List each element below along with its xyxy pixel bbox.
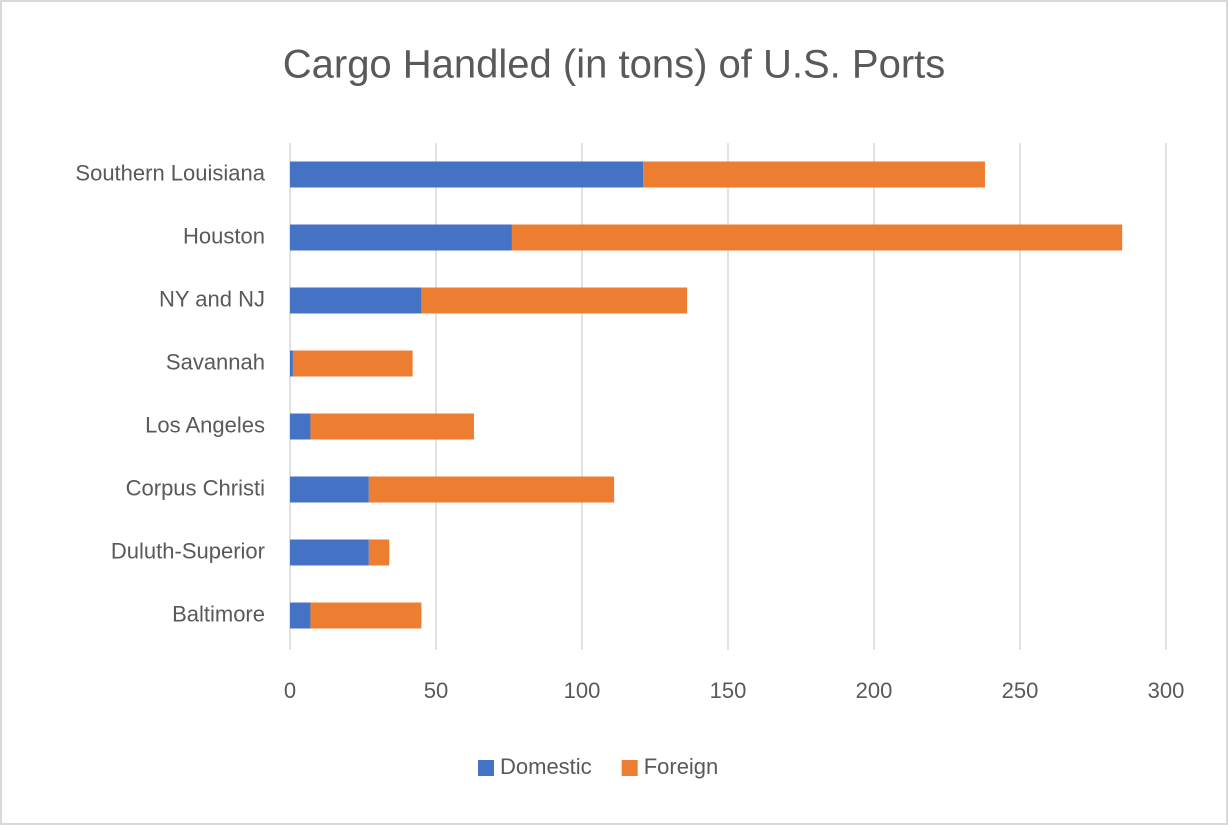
bar: [290, 350, 293, 377]
y-tick-label: Los Angeles: [145, 412, 265, 437]
chart-title: Cargo Handled (in tons) of U.S. Ports: [283, 43, 946, 87]
legend-swatch: [621, 760, 638, 776]
bar: [290, 287, 422, 314]
bar: [421, 287, 688, 314]
x-tick-label: 100: [564, 678, 601, 703]
x-tick-label: 0: [284, 678, 296, 703]
bar: [290, 161, 644, 188]
bar: [292, 350, 413, 377]
bar: [643, 161, 985, 188]
bar: [368, 476, 615, 503]
bar: [310, 413, 474, 440]
y-tick-label: Savannah: [166, 349, 265, 374]
bar: [368, 539, 390, 566]
x-tick-label: 300: [1148, 678, 1185, 703]
y-tick-label: Corpus Christi: [126, 475, 265, 500]
y-tick-label: Southern Louisiana: [75, 160, 265, 185]
y-tick-label: NY and NJ: [159, 286, 265, 311]
y-tick-label: Baltimore: [172, 601, 265, 626]
y-tick-label: Houston: [183, 223, 265, 248]
x-tick-label: 50: [424, 678, 448, 703]
bar: [290, 413, 311, 440]
y-tick-label: Duluth-Superior: [111, 538, 265, 563]
bar: [511, 224, 1123, 251]
bar: [310, 602, 422, 629]
legend-label: Foreign: [644, 754, 719, 779]
x-tick-label: 250: [1002, 678, 1039, 703]
x-tick-label: 200: [856, 678, 893, 703]
bar: [290, 224, 512, 251]
legend-swatch: [478, 760, 494, 776]
x-tick-label: 150: [710, 678, 747, 703]
bar: [290, 539, 369, 566]
legend-label: Domestic: [500, 754, 592, 779]
bar: [290, 476, 369, 503]
bar: [290, 602, 311, 629]
